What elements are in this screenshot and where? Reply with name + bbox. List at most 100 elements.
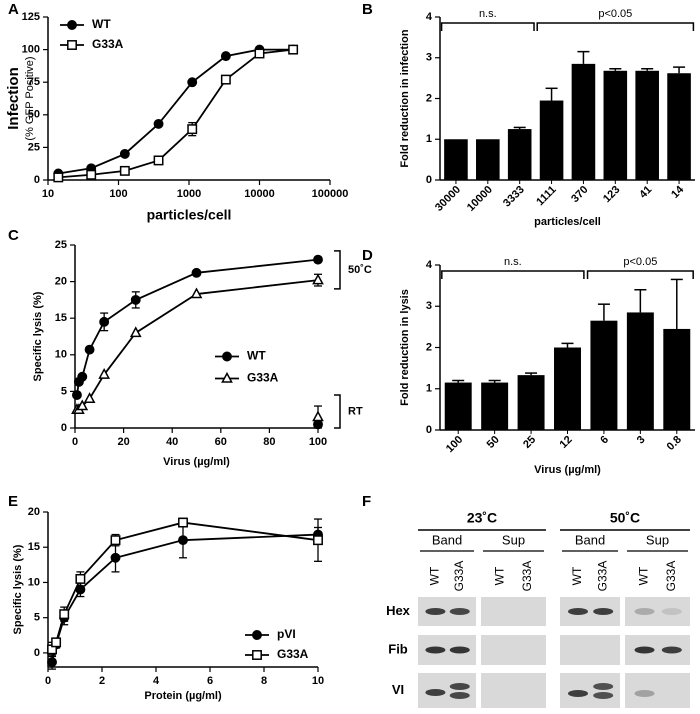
x-tick-label: 12 — [558, 434, 575, 451]
lane-label: WT — [428, 566, 442, 585]
row-label: VI — [392, 682, 404, 697]
y-tick-label: 2 — [426, 92, 432, 104]
x-tick-label: 100000 — [312, 188, 349, 200]
y-tick-label: 3 — [426, 300, 432, 312]
point — [313, 535, 323, 546]
series-line — [51, 533, 319, 663]
x-tick-label: 41 — [637, 184, 654, 201]
gel-band — [593, 692, 614, 699]
panel-letter: A — [8, 1, 19, 18]
bar — [626, 312, 654, 430]
gel-band — [425, 608, 446, 615]
point — [220, 74, 231, 85]
x-axis-label: Virus (µg/ml) — [163, 456, 230, 468]
x-tick-label: 10000 — [244, 188, 275, 200]
bar — [590, 320, 618, 430]
point — [130, 294, 141, 305]
bar — [507, 129, 532, 180]
panel-letter: C — [8, 227, 19, 244]
y-tick-label: 0 — [34, 647, 40, 659]
point — [77, 371, 88, 382]
point — [187, 124, 198, 135]
x-axis-label: Protein (µg/ml) — [144, 690, 222, 702]
x-tick-label: 40 — [166, 436, 178, 448]
x-tick-label: 1111 — [534, 184, 559, 209]
x-tick-label: 6 — [598, 434, 611, 447]
bar — [476, 139, 500, 180]
x-tick-label: 8 — [261, 675, 267, 687]
fraction-label: Band — [432, 532, 462, 547]
gel-band — [634, 646, 655, 654]
gel-strip — [560, 635, 620, 665]
condition-bracket — [334, 394, 341, 429]
fraction-label: Sup — [502, 532, 525, 547]
point — [288, 44, 299, 55]
x-tick-label: 80 — [263, 436, 275, 448]
legend-label: G33A — [92, 37, 124, 51]
y-tick-label: 0 — [61, 422, 67, 434]
y-tick-label: 10 — [55, 349, 67, 361]
y-tick-label: 1 — [426, 383, 432, 395]
series-line — [76, 258, 319, 396]
point — [313, 254, 323, 265]
x-tick-label: 100 — [309, 436, 327, 448]
series-line — [58, 48, 294, 175]
point — [75, 573, 86, 584]
y-tick-label: 4 — [426, 259, 433, 271]
gel-band — [593, 683, 614, 690]
x-tick-label: 0 — [45, 675, 51, 687]
x-tick-label: 6 — [207, 675, 213, 687]
x-tick-label: 14 — [669, 183, 687, 201]
gel-band — [449, 692, 470, 699]
y-tick-label: 3 — [426, 52, 432, 64]
point — [178, 535, 188, 546]
x-tick-label: 60 — [215, 436, 227, 448]
significance-label: n.s. — [504, 256, 522, 268]
x-tick-label: 10 — [42, 188, 54, 200]
bar — [444, 382, 472, 430]
condition-label: RT — [348, 405, 363, 417]
point — [119, 148, 130, 159]
bar — [517, 375, 545, 430]
legend-marker — [222, 351, 232, 362]
row-label: Fib — [388, 641, 408, 656]
legend-marker — [67, 40, 77, 50]
gel-band — [634, 690, 655, 697]
bar — [663, 328, 691, 430]
point — [312, 273, 324, 285]
point — [153, 155, 164, 166]
x-tick-label: 100 — [444, 434, 465, 455]
y-axis-label: Specific lysis (%) — [32, 291, 44, 381]
y-tick-label: 100 — [22, 44, 40, 56]
bar — [667, 73, 691, 180]
y-axis-label: Infection — [5, 67, 22, 130]
point — [83, 392, 96, 403]
y-tick-label: 5 — [34, 612, 40, 624]
bar — [554, 347, 581, 430]
y-tick-label: 0 — [34, 174, 40, 186]
lane-label: G33A — [520, 561, 534, 592]
y-tick-label: 2 — [426, 341, 432, 353]
x-tick-label: 100 — [109, 188, 127, 200]
point — [51, 637, 62, 648]
x-tick-label: 10000 — [465, 184, 495, 214]
temperature-label: 23˚C — [467, 510, 497, 526]
point — [187, 77, 198, 88]
significance-bracket — [586, 270, 694, 279]
y-tick-label: 0 — [426, 424, 432, 436]
significance-bracket — [440, 22, 535, 31]
temperature-label: 50˚C — [610, 510, 640, 526]
y-axis-label: Specific lysis (%) — [12, 544, 24, 634]
gel-strip — [560, 673, 620, 708]
x-tick-label: 4 — [153, 675, 160, 687]
point — [254, 48, 265, 59]
gel-strip — [625, 673, 690, 708]
x-tick-label: 10 — [312, 675, 324, 687]
point — [220, 51, 231, 62]
x-tick-label: 1000 — [177, 188, 201, 200]
bar — [635, 70, 659, 180]
y-axis-label: Fold reduction in infection — [399, 29, 411, 167]
x-tick-label: 30000 — [433, 184, 463, 214]
significance-bracket — [441, 270, 585, 279]
